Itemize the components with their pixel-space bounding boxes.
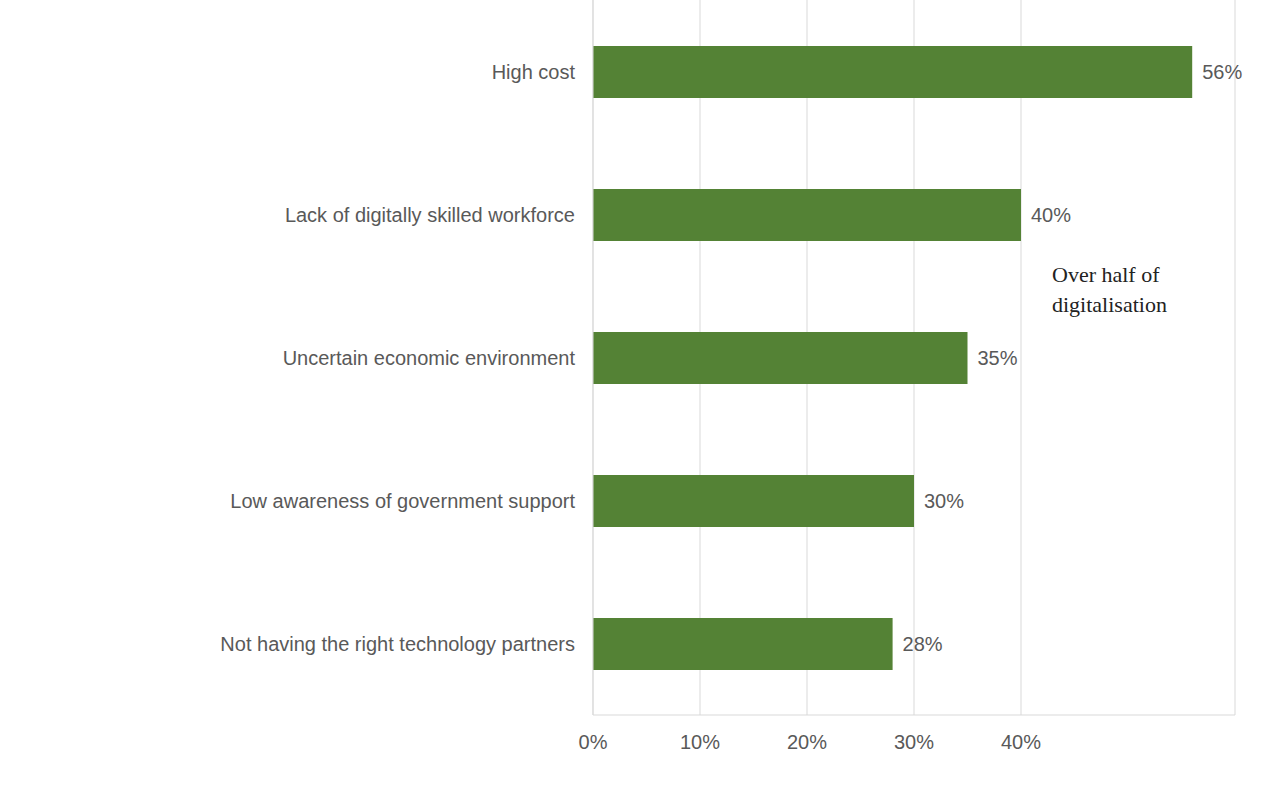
svg-text:30%: 30%: [924, 490, 964, 512]
svg-text:30%: 30%: [894, 731, 934, 753]
html-text:digitalisation: digitalisation: [1052, 292, 1167, 317]
svg-text:High cost: High cost: [492, 61, 576, 83]
svg-text:0%: 0%: [579, 731, 608, 753]
svg-text:40%: 40%: [1001, 731, 1041, 753]
svg-text:Uncertain economic environment: Uncertain economic environment: [283, 347, 576, 369]
svg-text:40%: 40%: [1031, 204, 1071, 226]
svg-text:Not having the right technolog: Not having the right technology partners: [220, 633, 575, 655]
html-text:Over half of: Over half of: [1052, 262, 1160, 287]
svg-text:56%: 56%: [1202, 61, 1242, 83]
svg-text:10%: 10%: [680, 731, 720, 753]
svg-text:20%: 20%: [787, 731, 827, 753]
svg-text:28%: 28%: [903, 633, 943, 655]
svg-text:Low awareness of government su: Low awareness of government support: [230, 490, 575, 512]
svg-text:35%: 35%: [978, 347, 1018, 369]
svg-text:Lack of digitally skilled work: Lack of digitally skilled workforce: [285, 204, 575, 226]
